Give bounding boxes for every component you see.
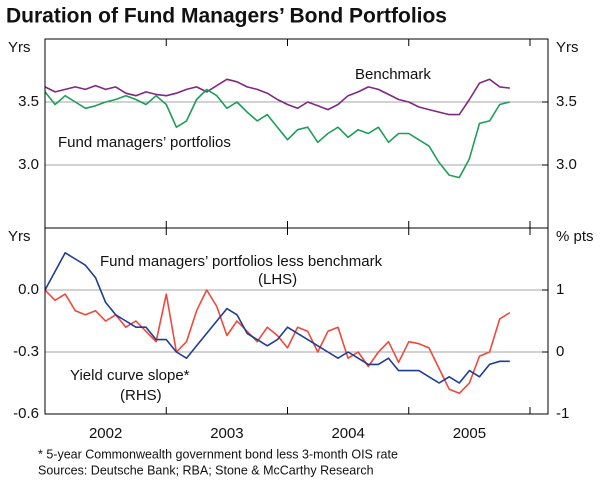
series-line <box>44 252 510 384</box>
y2-axis-label: % pts <box>556 228 594 245</box>
y-tick-label: 3.5 <box>18 93 39 110</box>
y-tick-label: -0.3 <box>13 343 39 360</box>
series-note: (LHS) <box>258 271 297 288</box>
y-tick-label: -0.6 <box>13 405 39 422</box>
series-line <box>44 88 510 179</box>
y2-tick-label: 3.0 <box>556 156 577 173</box>
series-label: Yield curve slope* <box>70 367 190 384</box>
y2-tick-label: -1 <box>556 405 569 422</box>
x-tick-label: 2002 <box>89 425 122 442</box>
source-note: Sources: Deutsche Bank; RBA; Stone & McC… <box>38 463 374 477</box>
y2-axis-label: Yrs <box>556 39 579 56</box>
series-label: Benchmark <box>355 66 431 83</box>
series-label: Fund managers’ portfolios <box>58 134 231 151</box>
y-axis-label: Yrs <box>8 39 31 56</box>
series-note: (RHS) <box>120 387 162 404</box>
chart-title: Duration of Fund Managers’ Bond Portfoli… <box>6 5 447 28</box>
y-axis-label: Yrs <box>8 228 31 245</box>
series-line <box>44 78 510 116</box>
y-tick-label: 0.0 <box>18 281 39 298</box>
y2-tick-label: 3.5 <box>556 93 577 110</box>
footnote: * 5-year Commonwealth government bond le… <box>38 447 398 461</box>
y-tick-label: 3.0 <box>18 156 39 173</box>
series-line <box>44 289 511 395</box>
x-tick-label: 2004 <box>331 425 364 442</box>
series-label: Fund managers’ portfolios less benchmark <box>100 253 383 270</box>
x-tick-label: 2003 <box>210 425 243 442</box>
x-tick-label: 2005 <box>453 425 486 442</box>
y2-tick-label: 1 <box>556 281 564 298</box>
plot-frame <box>44 227 549 415</box>
y2-tick-label: 0 <box>556 343 564 360</box>
